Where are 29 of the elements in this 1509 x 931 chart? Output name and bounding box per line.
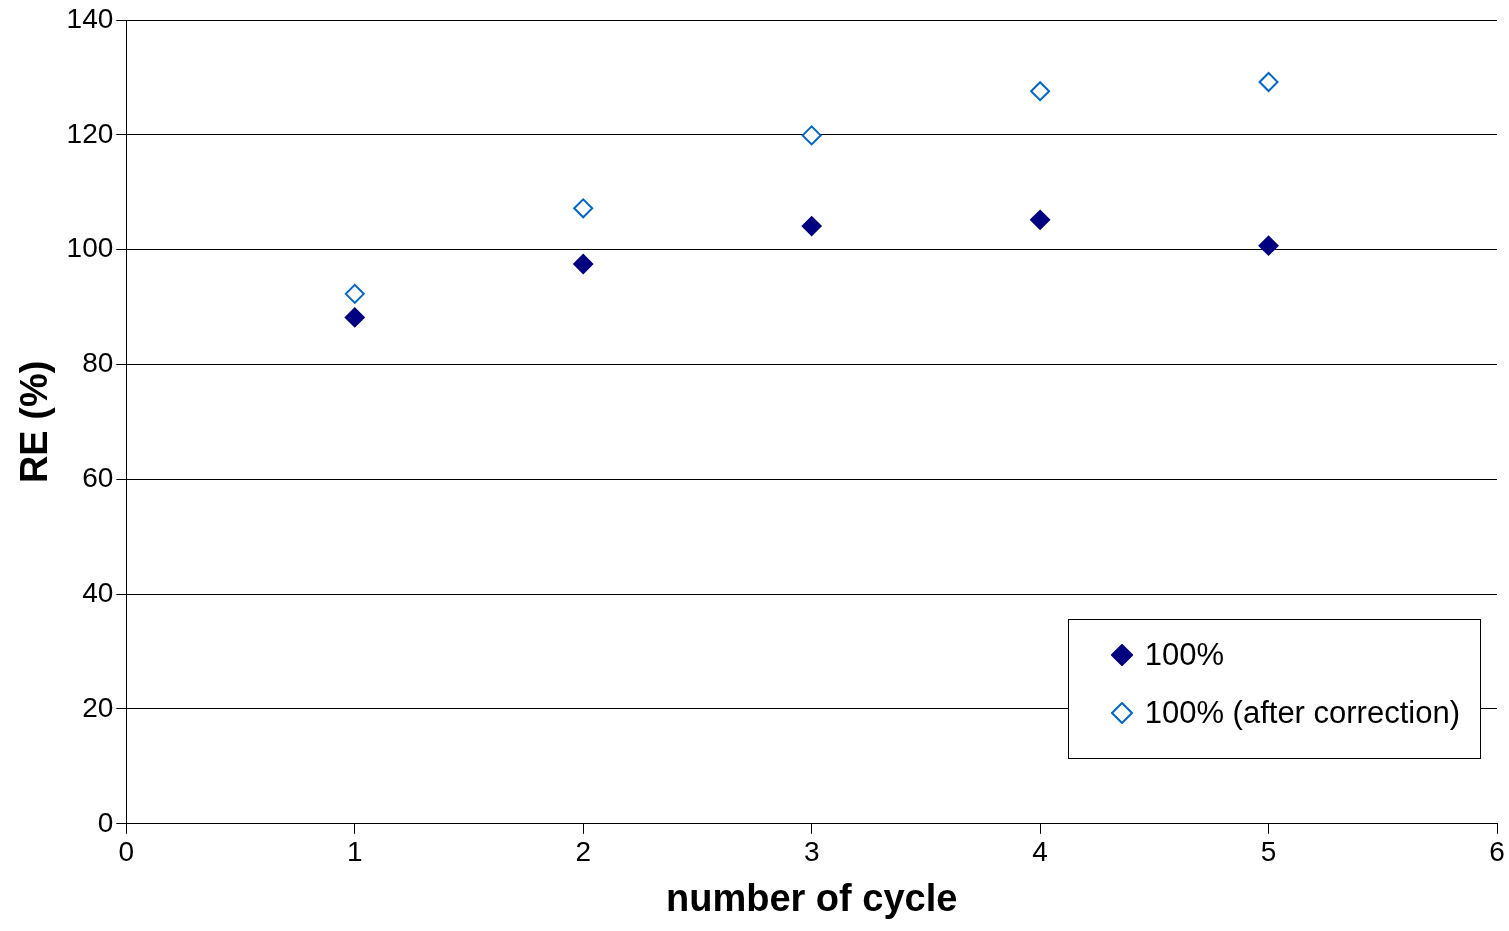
point	[1258, 235, 1279, 256]
y-tick-label: 140	[66, 2, 114, 34]
y-tick-label: 40	[82, 576, 114, 608]
point	[344, 283, 365, 304]
y-tick-label: 100	[66, 232, 114, 264]
point	[1030, 81, 1051, 102]
y-tick-label: 80	[82, 347, 114, 379]
point	[801, 216, 822, 237]
y-tick-label: 20	[82, 691, 114, 723]
point	[1258, 72, 1279, 93]
y-tick-label: 120	[66, 117, 114, 149]
y-tick-label: 60	[82, 462, 114, 494]
x-tick-label: 2	[575, 836, 591, 868]
point	[573, 254, 594, 275]
legend-label: 100%	[1144, 637, 1224, 672]
legend-label: 100% (after correction)	[1144, 695, 1460, 730]
y-axis-title: RE (%)	[13, 360, 56, 484]
x-tick-label: 0	[118, 836, 135, 868]
point	[801, 125, 822, 146]
x-tick-label: 4	[1032, 836, 1048, 868]
x-tick-label: 5	[1260, 836, 1277, 868]
x-tick-label: 1	[346, 836, 363, 868]
y-tick-label: 0	[97, 806, 114, 838]
x-axis-title: number of cycle	[665, 876, 958, 919]
x-tick-label: 6	[1489, 836, 1505, 868]
point	[573, 198, 594, 219]
point	[344, 307, 365, 328]
point	[1030, 209, 1051, 230]
x-tick-label: 3	[803, 836, 820, 868]
